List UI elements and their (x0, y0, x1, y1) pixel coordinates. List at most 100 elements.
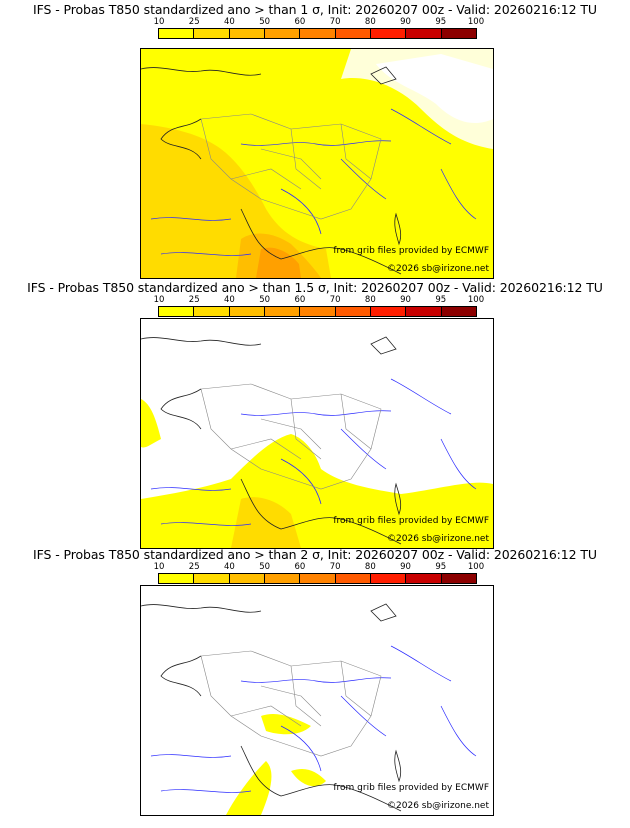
prob-area-10 (291, 769, 326, 787)
panel-title: IFS - Probas T850 standardized ano > tha… (33, 547, 597, 562)
copyright-credit: ©2026 sb@irizone.net (387, 264, 489, 274)
colorbar-tick-label: 25 (188, 562, 200, 572)
probability-map (141, 336, 493, 548)
river-lines (150, 645, 477, 793)
colorbar-swatch (335, 307, 371, 316)
colorbar-tick-label: 80 (364, 562, 376, 572)
colorbar-tick-label: 40 (224, 562, 235, 572)
probability-map (141, 603, 477, 815)
prob-area-10 (141, 434, 493, 548)
colorbar-tick-label: 10 (153, 562, 165, 572)
colorbar-swatch (335, 29, 371, 38)
river-lines (150, 378, 477, 526)
map-frame: from grib files provided by ECMWF ©2026 … (140, 48, 494, 279)
colorbar-swatch (441, 574, 476, 583)
colorbar-swatch (194, 29, 230, 38)
colorbar-tick-label: 25 (188, 295, 200, 305)
colorbar-swatch (264, 29, 301, 38)
colorbar-swatch (159, 307, 195, 316)
colorbar-tick-label: 70 (329, 295, 341, 305)
colorbar-swatch (406, 29, 442, 38)
colorbar-swatch (335, 574, 371, 583)
colorbar-bar (158, 573, 477, 584)
colorbar-swatch (229, 29, 265, 38)
colorbar-tick-label: 100 (467, 295, 485, 305)
colorbar-swatch (194, 574, 230, 583)
colorbar-swatch (300, 29, 336, 38)
map-frame: from grib files provided by ECMWF ©2026 … (140, 318, 494, 549)
panel-title: IFS - Probas T850 standardized ano > tha… (27, 280, 603, 295)
panel-3: IFS - Probas T850 standardized ano > tha… (0, 547, 630, 823)
colorbar-tick-label: 90 (400, 17, 411, 27)
prob-area-10 (261, 714, 311, 735)
colorbar-tick-label: 100 (467, 17, 485, 27)
border-lines (200, 383, 382, 490)
colorbar-ticks: 10 25 40 50 60 70 80 90 95 100 (140, 562, 492, 573)
colorbar: 10 25 40 50 60 70 80 90 95 100 (140, 17, 492, 40)
colorbar-tick-label: 60 (294, 562, 306, 572)
colorbar: 10 25 40 50 60 70 80 90 95 100 (140, 562, 492, 585)
prob-area-25 (141, 124, 331, 278)
colorbar-swatch (370, 307, 407, 316)
prob-area-50 (256, 247, 301, 278)
colorbar-tick-label: 95 (435, 295, 447, 305)
source-credit: from grib files provided by ECMWF (333, 783, 489, 793)
colorbar-bar (158, 28, 477, 39)
low-prob-area (376, 54, 493, 124)
colorbar-swatch (159, 574, 195, 583)
colorbar-swatch (370, 574, 407, 583)
colorbar-tick-label: 60 (294, 17, 306, 27)
prob-area-10 (141, 399, 161, 448)
colorbar-tick-label: 95 (435, 17, 447, 27)
colorbar-tick-label: 90 (400, 562, 411, 572)
map-frame: from grib files provided by ECMWF ©2026 … (140, 585, 494, 816)
coastline (141, 336, 402, 545)
colorbar-swatch (441, 307, 476, 316)
colorbar-tick-label: 95 (435, 562, 447, 572)
panel-2: IFS - Probas T850 standardized ano > tha… (0, 280, 630, 556)
colorbar-tick-label: 40 (224, 295, 235, 305)
colorbar-tick-label: 50 (259, 295, 271, 305)
colorbar-tick-label: 90 (400, 295, 411, 305)
colorbar-tick-label: 70 (329, 562, 341, 572)
colorbar-swatch (441, 29, 476, 38)
colorbar-swatch (370, 29, 407, 38)
prob-area-25 (231, 497, 301, 548)
colorbar-swatch (229, 307, 265, 316)
colorbar-tick-label: 70 (329, 17, 341, 27)
colorbar-tick-label: 50 (259, 17, 271, 27)
prob-area-10 (226, 761, 272, 815)
colorbar-tick-label: 40 (224, 17, 235, 27)
river-lines (150, 108, 477, 256)
colorbar: 10 25 40 50 60 70 80 90 95 100 (140, 295, 492, 318)
colorbar-swatch (406, 574, 442, 583)
colorbar-tick-label: 10 (153, 17, 165, 27)
border-lines (200, 113, 382, 220)
colorbar-swatch (229, 574, 265, 583)
colorbar-swatch (300, 574, 336, 583)
colorbar-swatch (159, 29, 195, 38)
colorbar-swatch (194, 307, 230, 316)
colorbar-bar (158, 306, 477, 317)
source-credit: from grib files provided by ECMWF (333, 516, 489, 526)
colorbar-swatch (264, 307, 301, 316)
colorbar-tick-label: 50 (259, 562, 271, 572)
source-credit: from grib files provided by ECMWF (333, 246, 489, 256)
coastline (141, 603, 402, 812)
colorbar-tick-label: 100 (467, 562, 485, 572)
probability-map (141, 49, 493, 278)
panel-title: IFS - Probas T850 standardized ano > tha… (33, 2, 597, 17)
colorbar-tick-label: 60 (294, 295, 306, 305)
colorbar-tick-label: 80 (364, 295, 376, 305)
colorbar-swatch (300, 307, 336, 316)
copyright-credit: ©2026 sb@irizone.net (387, 534, 489, 544)
colorbar-ticks: 10 25 40 50 60 70 80 90 95 100 (140, 295, 492, 306)
colorbar-tick-label: 25 (188, 17, 200, 27)
colorbar-tick-label: 80 (364, 17, 376, 27)
colorbar-swatch (406, 307, 442, 316)
colorbar-ticks: 10 25 40 50 60 70 80 90 95 100 (140, 17, 492, 28)
border-lines (200, 650, 382, 757)
panel-1: IFS - Probas T850 standardized ano > tha… (0, 2, 630, 279)
coastline (141, 66, 402, 275)
colorbar-tick-label: 10 (153, 295, 165, 305)
